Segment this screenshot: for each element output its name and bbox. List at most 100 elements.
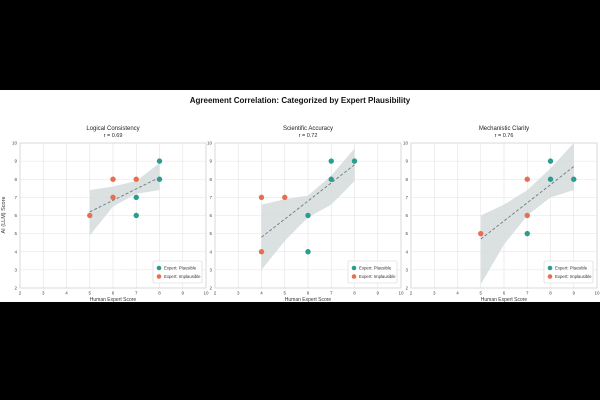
legend-marker-implausible: [351, 274, 357, 279]
y-tick-label: 2: [209, 286, 212, 291]
x-tick-label: 8: [158, 291, 161, 296]
y-tick-label: 7: [209, 195, 212, 200]
x-tick-label: 2: [19, 291, 22, 296]
x-tick-label: 10: [203, 291, 209, 296]
legend: Expert: Plausible Expert: Implausible: [347, 260, 398, 284]
y-tick-label: 6: [14, 213, 17, 218]
correlation-label: r = 0.76: [495, 133, 514, 139]
y-tick-label: 5: [209, 231, 212, 236]
confidence-band: [89, 162, 160, 236]
correlation-label: r = 0.69: [104, 133, 123, 139]
plausible-point: [328, 158, 334, 164]
plausible-point: [305, 212, 311, 219]
x-axis-label: Human Expert Score: [481, 297, 528, 302]
legend-marker-plausible: [547, 265, 553, 271]
y-tick-label: 3: [14, 267, 17, 272]
legend-marker-implausible: [156, 274, 162, 279]
plausible-point: [328, 176, 334, 182]
implausible-point: [258, 194, 265, 201]
x-tick-label: 8: [549, 291, 552, 296]
subplot-title: Scientific Accuracy: [283, 126, 333, 132]
legend-box: [543, 260, 594, 284]
legend-box: [347, 260, 398, 284]
chart-suptitle: Agreement Correlation: Categorized by Ex…: [190, 96, 411, 105]
x-tick-label: 5: [88, 291, 91, 296]
y-tick-label: 8: [14, 177, 17, 182]
x-tick-label: 8: [353, 291, 356, 296]
legend-marker-plausible: [156, 265, 162, 271]
y-tick-label: 7: [405, 195, 408, 200]
y-tick-label: 8: [209, 177, 212, 182]
y-tick-label: 5: [14, 231, 17, 236]
x-tick-label: 4: [260, 291, 263, 296]
plot-frame: [214, 142, 402, 289]
legend-marker-implausible: [547, 274, 553, 279]
x-tick-label: 2: [410, 291, 413, 296]
y-tick-label: 7: [14, 195, 17, 200]
y-tick-label: 4: [209, 249, 212, 254]
x-tick-label: 3: [433, 291, 436, 296]
plausible-point: [547, 158, 554, 164]
trend-line: [89, 177, 160, 213]
x-tick-label: 7: [135, 291, 138, 296]
y-tick-label: 10: [403, 141, 409, 146]
implausible-point: [282, 194, 288, 201]
implausible-point: [524, 212, 530, 219]
plot-frame: [19, 142, 207, 289]
legend-label-implausible: Expert: Implausible: [555, 274, 592, 279]
implausible-point: [133, 176, 139, 182]
y-tick-label: 5: [405, 231, 408, 236]
legend-label-implausible: Expert: Implausible: [359, 274, 396, 279]
y-tick-label: 2: [405, 286, 408, 291]
subplot-title: Mechanistic Clarity: [479, 126, 529, 132]
x-axis-label: Human Expert Score: [90, 297, 137, 302]
x-tick-label: 2: [214, 291, 217, 296]
plausible-point: [133, 212, 139, 219]
implausible-point: [110, 194, 116, 201]
plausible-point: [156, 158, 163, 164]
implausible-point: [524, 176, 530, 182]
y-tick-label: 10: [12, 141, 18, 146]
x-tick-label: 7: [526, 291, 529, 296]
y-tick-label: 2: [14, 286, 17, 291]
x-tick-label: 6: [307, 291, 310, 296]
legend: Expert: Plausible Expert: Implausible: [543, 260, 594, 284]
x-tick-label: 9: [376, 291, 379, 296]
plot-frame: [410, 142, 598, 289]
y-tick-label: 9: [14, 159, 17, 164]
x-tick-label: 4: [65, 291, 68, 296]
y-tick-label: 10: [207, 141, 213, 146]
plausible-point: [133, 194, 139, 201]
x-tick-label: 7: [330, 291, 333, 296]
y-tick-label: 3: [209, 267, 212, 272]
legend-label-plausible: Expert: Plausible: [164, 266, 197, 271]
subplot-title: Logical Consistency: [86, 126, 139, 132]
y-tick-label: 4: [14, 249, 17, 254]
y-tick-label: 6: [405, 213, 408, 218]
x-tick-label: 10: [594, 291, 600, 296]
implausible-point: [478, 230, 484, 237]
y-tick-label: 3: [405, 267, 408, 272]
plausible-point: [547, 176, 554, 182]
x-tick-label: 5: [283, 291, 286, 296]
legend-label-plausible: Expert: Plausible: [555, 266, 588, 271]
x-tick-label: 3: [42, 291, 45, 296]
figure-canvas: Agreement Correlation: Categorized by Ex…: [0, 90, 600, 303]
correlation-label: r = 0.72: [299, 133, 318, 139]
plausible-point: [571, 176, 577, 182]
legend-label-plausible: Expert: Plausible: [359, 266, 392, 271]
plausible-point: [524, 230, 530, 237]
x-tick-label: 6: [112, 291, 115, 296]
y-axis-label: AI (LLM) Score: [1, 197, 7, 234]
legend: Expert: Plausible Expert: Implausible: [152, 260, 203, 284]
implausible-point: [87, 212, 93, 219]
chart-figure: Agreement Correlation: Categorized by Ex…: [1, 96, 600, 303]
legend-label-implausible: Expert: Implausible: [164, 274, 201, 279]
plausible-point: [351, 158, 358, 164]
plausible-point: [305, 249, 311, 255]
x-tick-label: 3: [237, 291, 240, 296]
legend-box: [152, 260, 203, 284]
